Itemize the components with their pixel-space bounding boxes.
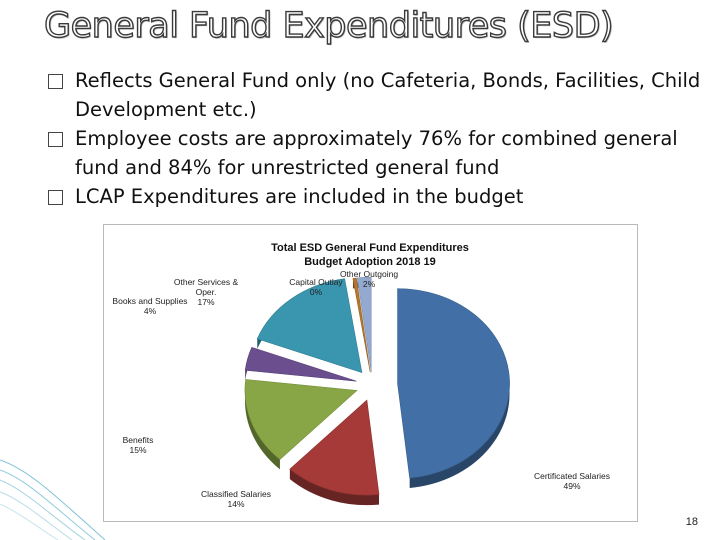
slice-label: Other Outgoing 2%: [340, 269, 398, 289]
pie-slices: [244, 276, 510, 506]
pie-slice: [256, 278, 363, 374]
bullet-text: Reflects General Fund only (no Cafeteria…: [75, 69, 701, 121]
bullet-item: Employee costs are approximately 76% for…: [48, 124, 708, 182]
pie-chart: Total ESD General Fund Expenditures Budg…: [103, 224, 638, 522]
pie-slice: [357, 276, 372, 373]
slice-label: Other Services & Oper. 17%: [174, 277, 239, 307]
bullet-box-icon: [48, 190, 63, 205]
bullet-list: Reflects General Fund only (no Cafeteria…: [48, 66, 708, 211]
pie-slice: [397, 288, 510, 479]
page-number: 18: [685, 516, 698, 528]
chart-subtitle: Budget Adoption 2018 19: [304, 256, 436, 268]
pie-chart-svg: Total ESD General Fund Expenditures Budg…: [112, 242, 610, 509]
pie-slice: [244, 379, 358, 460]
slice-label: Benefits 15%: [123, 435, 154, 455]
wave-decoration: [0, 459, 106, 540]
bullet-item: Reflects General Fund only (no Cafeteria…: [48, 66, 708, 124]
slide-title: General Fund Expenditures (ESD): [43, 5, 614, 46]
pie-slice-side: [289, 469, 380, 506]
pie-slice: [244, 347, 357, 382]
slice-label: Certificated Salaries 49%: [534, 471, 610, 491]
bullet-text: LCAP Expenditures are included in the bu…: [75, 185, 524, 208]
pie-slice: [289, 399, 380, 496]
bullet-box-icon: [48, 74, 63, 89]
pie-labels: Certificated Salaries 49% Classified Salar…: [112, 269, 610, 509]
slice-label: Books and Supplies 4%: [112, 296, 187, 316]
slice-label: Capital Outlay 0%: [289, 277, 343, 297]
slice-label: Classified Salaries 14%: [201, 489, 271, 509]
bullet-text: Employee costs are approximately 76% for…: [75, 127, 678, 179]
pie-slice: [352, 277, 371, 373]
bullet-item: LCAP Expenditures are included in the bu…: [48, 182, 708, 211]
chart-title: Total ESD General Fund Expenditures: [271, 242, 469, 254]
pie-slice-side: [244, 379, 280, 470]
bullet-box-icon: [48, 132, 63, 147]
